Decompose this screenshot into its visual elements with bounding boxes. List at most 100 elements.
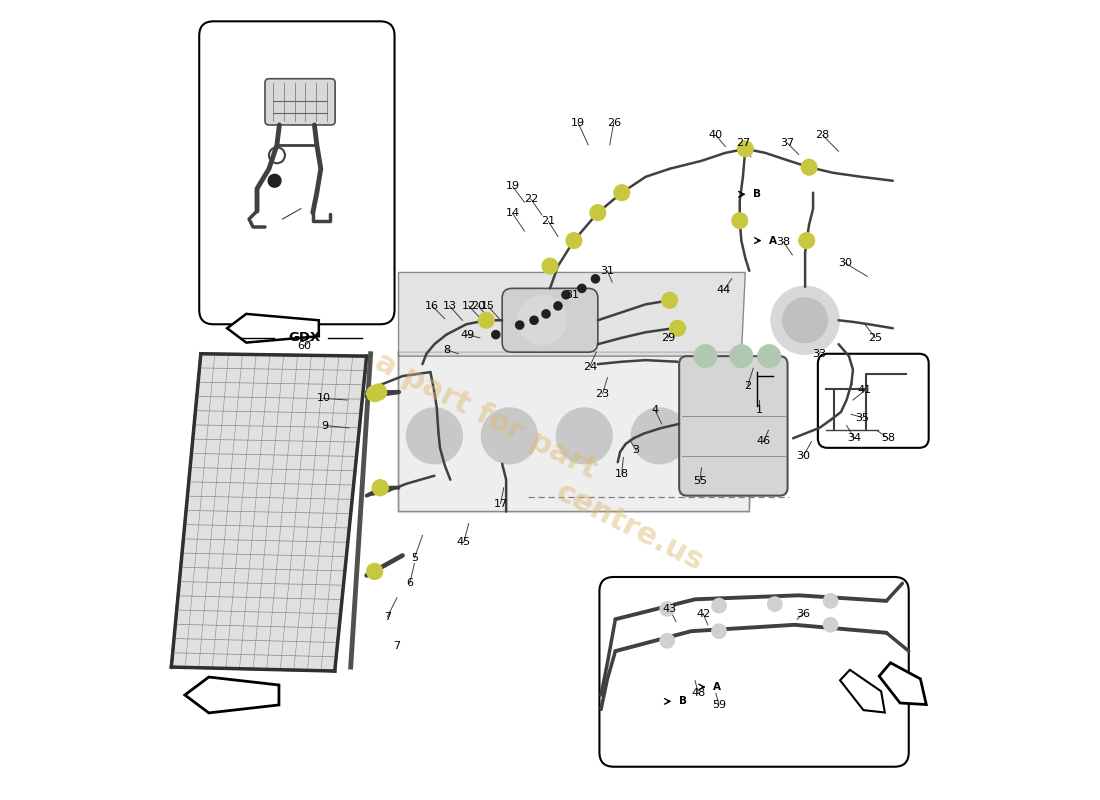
Text: B: B <box>754 190 761 199</box>
Text: 35: 35 <box>856 413 869 422</box>
Text: 49: 49 <box>460 330 474 340</box>
Text: 46: 46 <box>757 437 771 446</box>
Circle shape <box>737 141 754 157</box>
Circle shape <box>518 296 565 344</box>
Text: 33: 33 <box>813 349 826 358</box>
Text: 5: 5 <box>411 553 418 563</box>
Text: 24: 24 <box>583 362 597 371</box>
Circle shape <box>372 480 388 496</box>
Text: 40: 40 <box>708 130 723 140</box>
Circle shape <box>491 330 501 339</box>
Text: 8: 8 <box>443 345 450 354</box>
Text: A: A <box>714 682 722 692</box>
Text: 13: 13 <box>442 301 456 311</box>
Circle shape <box>515 320 525 330</box>
Text: 37: 37 <box>781 138 794 148</box>
Text: 15: 15 <box>481 301 495 311</box>
Text: 7: 7 <box>394 641 400 650</box>
Text: 34: 34 <box>847 434 861 443</box>
FancyBboxPatch shape <box>503 288 597 352</box>
Text: 22: 22 <box>524 194 538 204</box>
Text: 42: 42 <box>696 609 711 618</box>
Circle shape <box>824 618 838 632</box>
Text: 26: 26 <box>607 118 620 127</box>
Text: 31: 31 <box>601 266 615 276</box>
Circle shape <box>670 320 685 336</box>
Text: centre.us: centre.us <box>551 478 708 578</box>
Circle shape <box>529 315 539 325</box>
Polygon shape <box>879 662 926 705</box>
Text: A: A <box>769 235 778 246</box>
Circle shape <box>768 597 782 611</box>
Text: 25: 25 <box>868 333 882 343</box>
FancyBboxPatch shape <box>265 78 336 125</box>
FancyBboxPatch shape <box>818 354 928 448</box>
Circle shape <box>730 345 752 367</box>
Circle shape <box>614 185 629 201</box>
Circle shape <box>578 284 586 293</box>
Circle shape <box>541 309 551 318</box>
Circle shape <box>631 408 688 464</box>
Circle shape <box>758 345 780 367</box>
Text: 17: 17 <box>494 498 507 509</box>
Circle shape <box>478 312 494 328</box>
Text: 14: 14 <box>506 209 519 218</box>
Text: 36: 36 <box>796 609 811 618</box>
Text: 59: 59 <box>712 699 726 710</box>
Circle shape <box>366 563 383 579</box>
Circle shape <box>694 345 716 367</box>
FancyBboxPatch shape <box>679 356 788 496</box>
Text: 12: 12 <box>462 301 475 311</box>
Text: 21: 21 <box>541 217 556 226</box>
Text: 9: 9 <box>321 421 329 430</box>
Text: 20: 20 <box>471 301 485 311</box>
Text: 30: 30 <box>838 258 853 268</box>
Text: 29: 29 <box>661 333 675 343</box>
Text: 44: 44 <box>717 285 730 295</box>
Text: 23: 23 <box>595 389 609 398</box>
Text: 60: 60 <box>297 341 311 350</box>
Text: 31: 31 <box>565 290 580 300</box>
Circle shape <box>371 384 386 400</box>
Text: GDX: GDX <box>288 331 320 344</box>
Text: 19: 19 <box>506 182 519 191</box>
Text: 4: 4 <box>651 406 659 415</box>
Polygon shape <box>398 273 746 356</box>
Circle shape <box>565 233 582 249</box>
Text: 10: 10 <box>317 394 331 403</box>
Circle shape <box>591 274 601 284</box>
Polygon shape <box>172 354 366 671</box>
FancyBboxPatch shape <box>199 22 395 324</box>
Text: 2: 2 <box>744 381 751 390</box>
Circle shape <box>561 290 571 299</box>
Circle shape <box>366 386 383 402</box>
Text: 18: 18 <box>615 469 629 479</box>
Polygon shape <box>840 670 884 713</box>
Text: 7: 7 <box>384 612 390 622</box>
Circle shape <box>660 602 674 616</box>
Circle shape <box>801 159 817 175</box>
Circle shape <box>712 598 726 613</box>
Text: 38: 38 <box>777 237 791 247</box>
Text: 41: 41 <box>858 386 872 395</box>
Circle shape <box>542 258 558 274</box>
Circle shape <box>660 634 674 648</box>
Circle shape <box>799 233 815 249</box>
Circle shape <box>783 298 827 342</box>
Circle shape <box>268 174 280 187</box>
Text: 28: 28 <box>815 130 829 140</box>
FancyBboxPatch shape <box>600 577 909 766</box>
Text: 30: 30 <box>796 451 811 461</box>
Text: B: B <box>679 696 688 706</box>
Circle shape <box>482 408 537 464</box>
Polygon shape <box>185 677 279 713</box>
Text: 48: 48 <box>691 688 705 698</box>
Text: 55: 55 <box>693 476 707 486</box>
Polygon shape <box>398 352 754 512</box>
Text: 3: 3 <box>632 446 639 455</box>
Text: 27: 27 <box>736 138 750 148</box>
Circle shape <box>661 292 678 308</box>
Circle shape <box>824 594 838 608</box>
Text: 19: 19 <box>571 118 585 127</box>
Circle shape <box>553 301 563 310</box>
